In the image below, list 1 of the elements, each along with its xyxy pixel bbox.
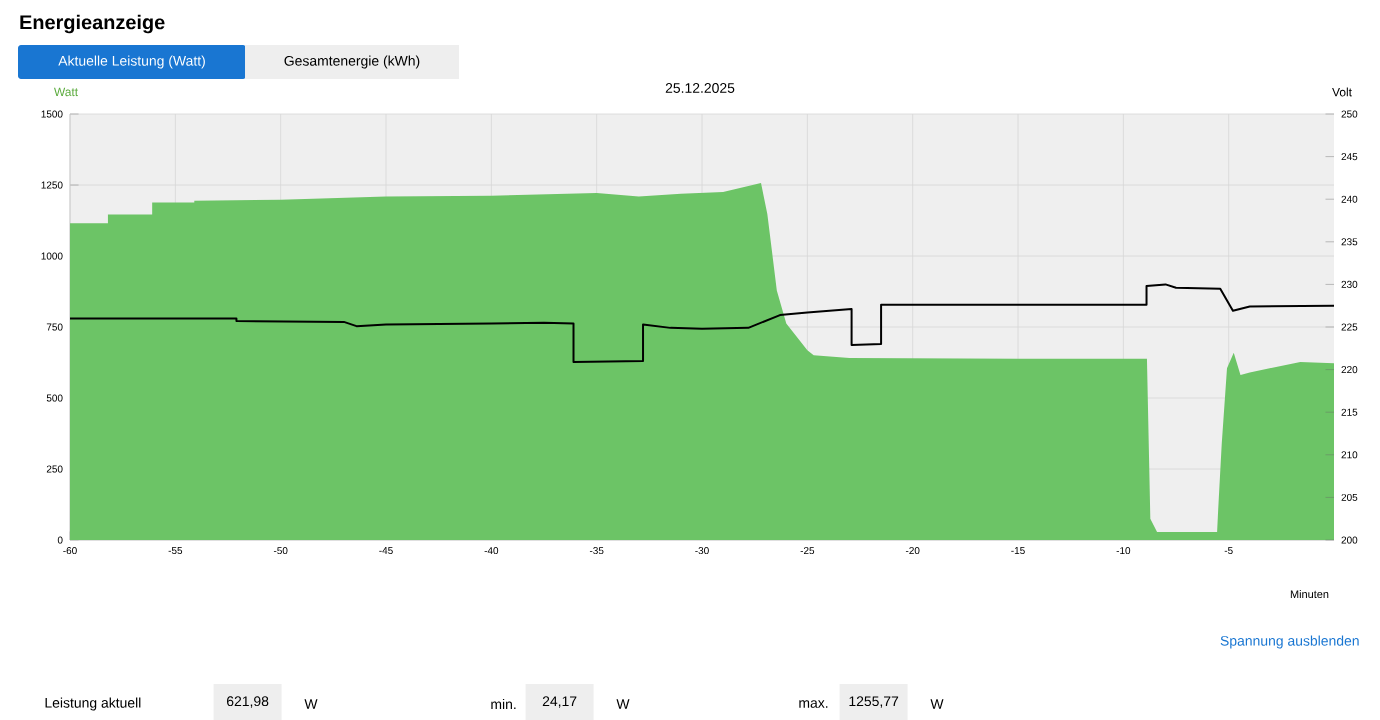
chart-title: Energieanzeige [20, 14, 165, 34]
